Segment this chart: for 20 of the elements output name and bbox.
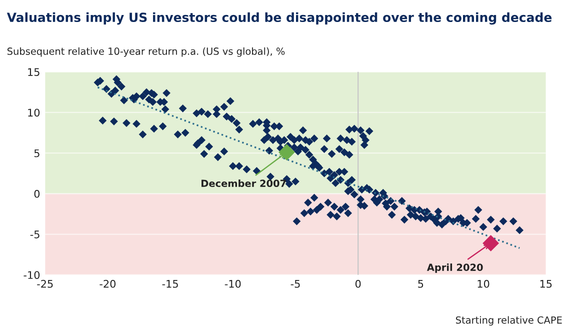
x-tick-label: -10 (224, 280, 241, 288)
x-tick-label: 15 (540, 280, 552, 288)
y-tick-label: 0 (34, 190, 40, 198)
x-tick-label: -20 (100, 280, 116, 288)
x-tick-label: 0 (355, 280, 361, 288)
x-axis-title: Starting relative CAPE (456, 316, 562, 326)
x-tick-label: -25 (37, 280, 53, 288)
y-axis-title: Subsequent relative 10-year return p.a. (US vs global), % (7, 47, 285, 57)
y-tick-label: -10 (24, 271, 40, 279)
x-tick-label: -5 (290, 280, 300, 288)
y-tick-label: -5 (30, 230, 40, 238)
y-tick-label: 15 (28, 68, 40, 76)
x-tick-label: 10 (478, 280, 490, 288)
y-tick-label: 10 (28, 108, 40, 117)
x-tick-label: 5 (418, 280, 424, 288)
annotation: April 2020 (426, 263, 483, 273)
y-tick-label: 5 (34, 149, 40, 158)
chart-title: Valuations imply US investors could be disappointed over the coming decade (6, 12, 552, 25)
x-tick-label: -15 (162, 280, 178, 288)
annotation: December 2007 (202, 180, 286, 188)
